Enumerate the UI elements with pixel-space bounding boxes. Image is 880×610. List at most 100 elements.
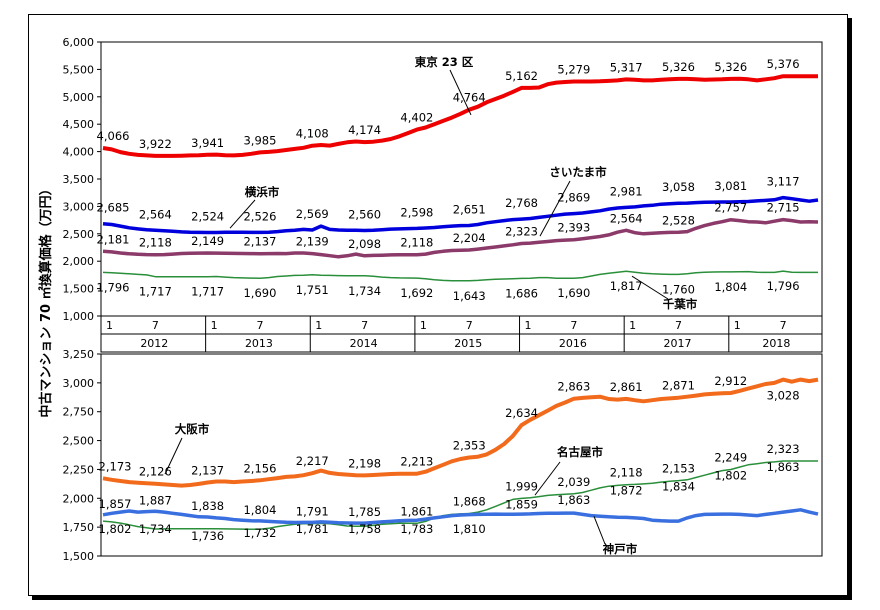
data-label: 2,217 [296,454,329,468]
data-label: 2,149 [191,234,224,248]
series-line-0 [102,377,819,488]
data-label: 1,692 [400,286,433,300]
year-tick-label: 2013 [245,337,273,350]
month-tick-label: 7 [152,319,159,332]
data-label: 1,802 [99,522,132,536]
data-label: 2,634 [505,406,538,420]
y-tick-label: 3,000 [63,377,95,390]
month-tick-label: 1 [734,319,741,332]
series-name-label: 神戸市 [603,542,638,556]
data-label: 2,249 [714,451,747,465]
data-label: 2,204 [453,231,486,245]
month-tick-label: 1 [315,319,322,332]
data-label: 1,791 [296,504,329,518]
data-label: 2,981 [610,184,643,198]
data-label: 2,098 [348,237,381,251]
data-label: 1,817 [610,279,643,293]
data-label: 2,715 [767,201,800,215]
month-tick-label: 7 [256,319,263,332]
data-label: 2,651 [453,203,486,217]
data-label: 2,524 [191,209,224,223]
series-leader-line [229,199,256,229]
series-leader-line [164,437,183,475]
y-tick-label: 6,000 [63,36,95,49]
y-tick-label: 3,500 [63,173,95,186]
month-tick-label: 1 [106,319,113,332]
data-label: 2,685 [97,201,130,215]
data-label: 1,804 [714,280,747,294]
data-label: 1,796 [767,279,800,293]
data-label: 2,757 [714,201,747,215]
y-tick-label: 5,500 [63,63,95,76]
series-name-label: 東京 23 区 [415,55,474,69]
y-tick-label: 2,750 [63,406,95,419]
y-tick-label: 1,750 [63,521,95,534]
data-label: 2,118 [400,236,433,250]
data-label: 2,569 [296,207,329,221]
data-label: 1,804 [243,503,276,517]
y-tick-label: 2,500 [63,435,95,448]
data-label: 2,564 [139,207,172,221]
data-label: 3,985 [243,133,276,147]
data-label: 1,781 [296,522,329,536]
plot-area-1 [100,353,823,557]
data-label: 1,863 [557,493,590,507]
data-label: 2,861 [610,380,643,394]
data-label: 2,768 [505,196,538,210]
data-label: 2,198 [348,456,381,470]
data-label: 2,863 [557,380,590,394]
year-tick-label: 2018 [762,337,790,350]
data-label: 4,764 [453,91,486,105]
data-label: 2,126 [139,465,172,479]
data-label: 3,081 [714,179,747,193]
chart-frame [28,14,848,596]
data-label: 2,393 [557,221,590,235]
data-label: 1,690 [243,286,276,300]
data-label: 2,598 [400,205,433,219]
data-label: 1,861 [400,504,433,518]
data-label: 1,810 [453,522,486,536]
month-tick-label: 7 [466,319,473,332]
y-tick-label: 3,000 [63,200,95,213]
series-line-0 [102,74,818,158]
data-label: 1,796 [97,280,130,294]
series-leader-line [534,461,561,496]
series-line-1 [102,195,819,235]
data-label: 2,869 [557,191,590,205]
data-label: 2,353 [453,439,486,453]
data-label: 1,717 [139,285,172,299]
data-label: 1,736 [191,529,224,543]
data-label: 2,526 [243,209,276,223]
series-leader-line [539,180,571,237]
data-label: 1,785 [348,505,381,519]
data-label: 1,887 [139,493,172,507]
data-label: 2,564 [610,211,643,225]
data-label: 2,871 [662,379,695,393]
data-label: 5,376 [767,57,800,71]
year-tick-label: 2015 [454,337,482,350]
series-line-3 [102,270,818,282]
data-label: 1,751 [296,283,329,297]
y-tick-label: 1,500 [63,283,95,296]
y-tick-label: 4,000 [63,146,95,159]
data-label: 1,872 [610,484,643,498]
data-label: 1,838 [191,499,224,513]
y-tick-label: 2,000 [63,255,95,268]
data-label: 1,834 [662,480,695,494]
data-label: 2,323 [767,442,800,456]
data-label: 2,137 [191,463,224,477]
data-label: 2,912 [714,374,747,388]
month-tick-label: 7 [780,319,787,332]
series-leader-line [631,275,669,300]
data-label: 1,643 [453,289,486,303]
data-label: 5,326 [714,60,747,74]
data-label: 3,028 [767,389,800,403]
series-leader-line [593,516,606,545]
data-label: 2,323 [505,224,538,238]
data-label: 2,118 [610,466,643,480]
data-label: 1,859 [505,497,538,511]
data-label: 1,857 [99,497,132,511]
data-label: 2,153 [662,462,695,476]
data-label: 2,560 [348,208,381,222]
